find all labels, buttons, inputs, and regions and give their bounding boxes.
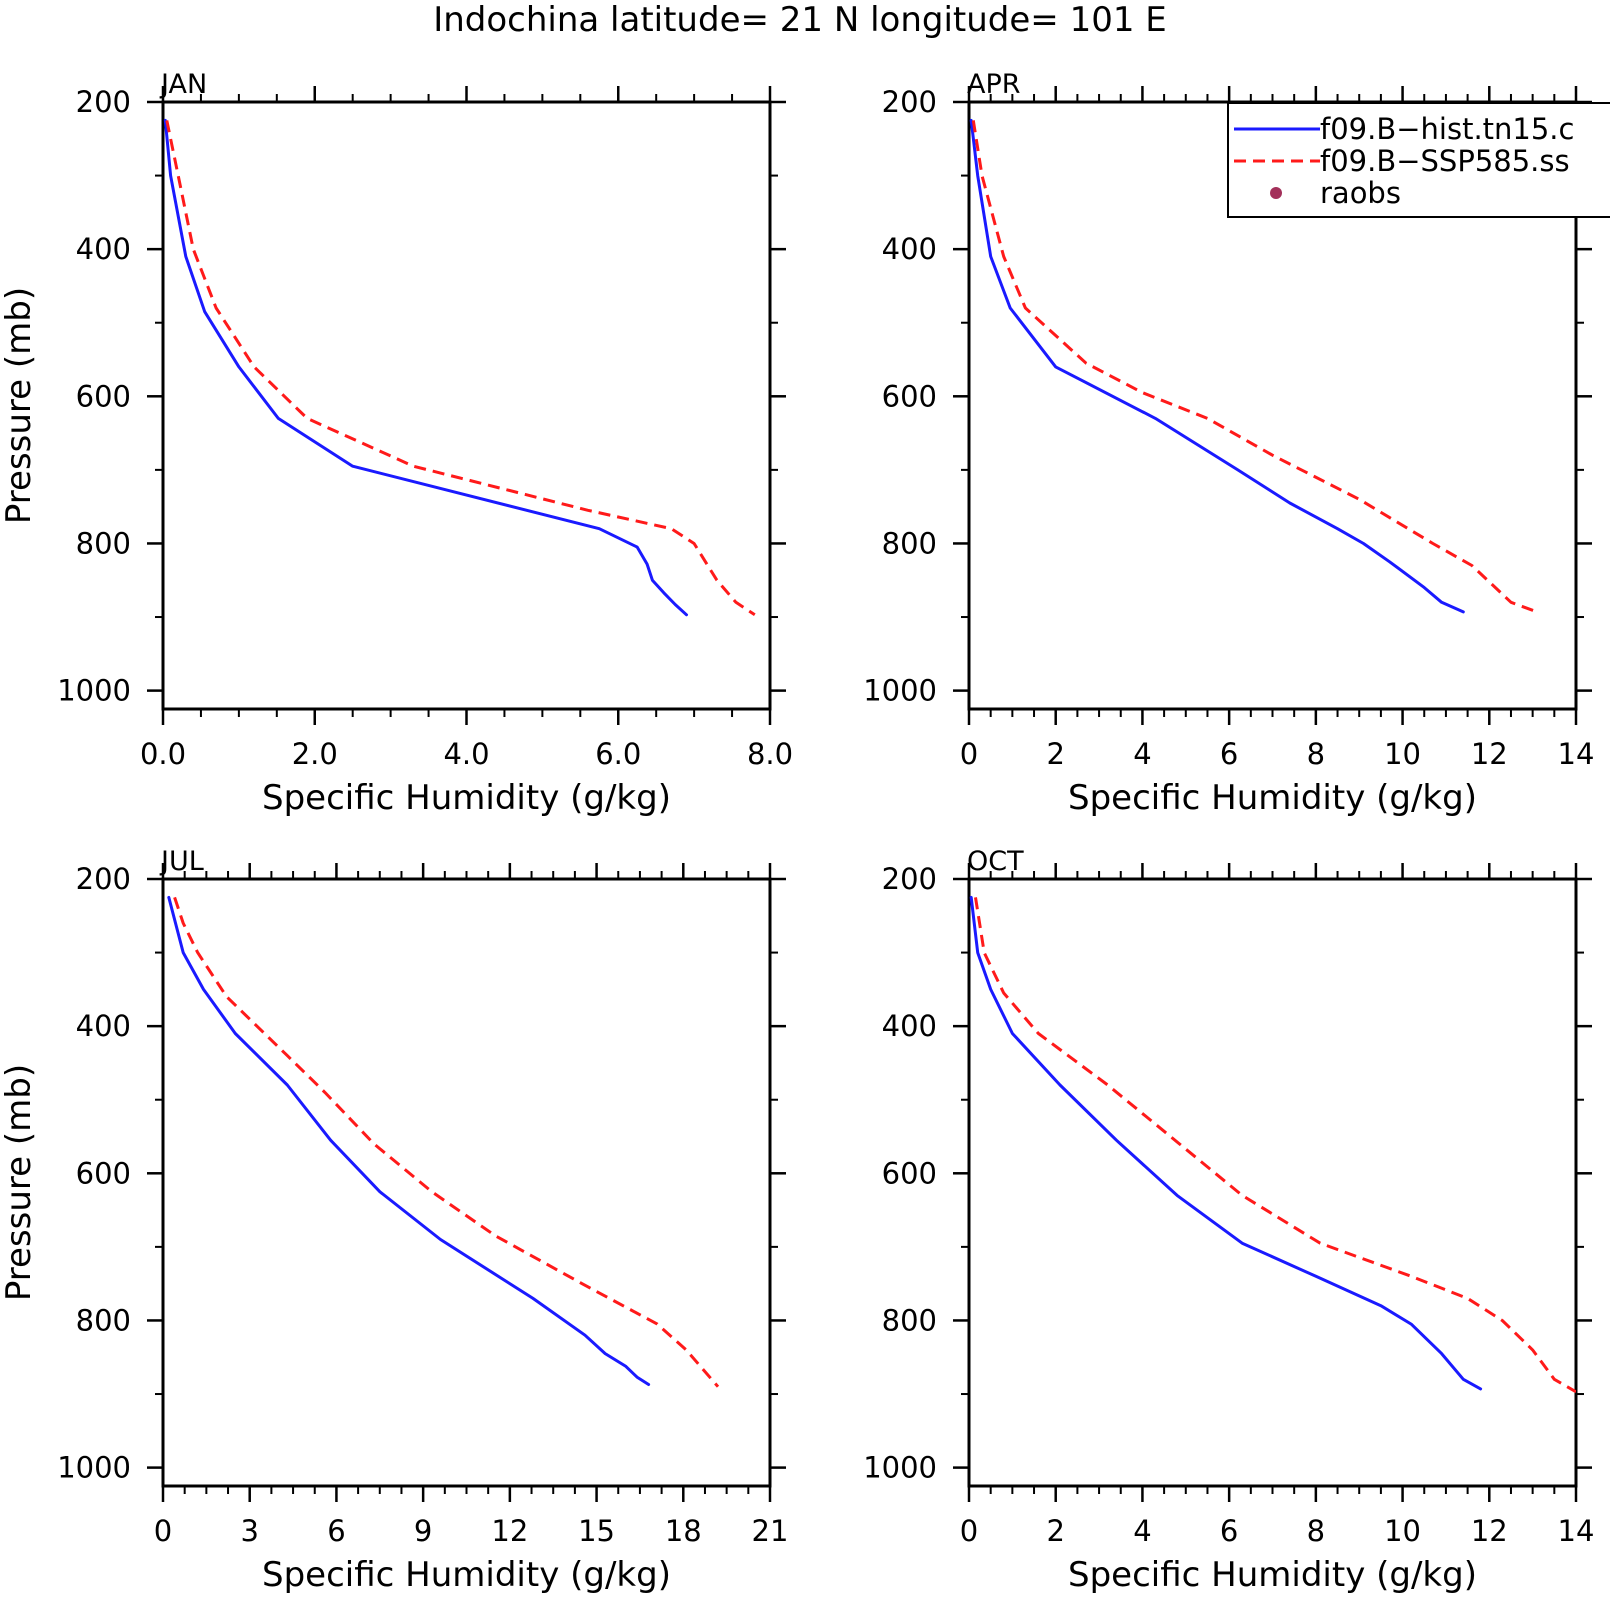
y-tick-label: 800 <box>882 1303 937 1337</box>
series-ssp585-line <box>974 897 1576 1394</box>
x-tick-label: 12 <box>1471 737 1508 771</box>
y-tick-label: 200 <box>882 85 937 119</box>
y-tick-label: 600 <box>76 1156 131 1190</box>
x-tick-label: 0 <box>960 1514 978 1548</box>
x-tick-label: 4 <box>1133 1514 1151 1548</box>
x-tick-label: 4.0 <box>443 737 489 771</box>
x-tick-label: 0 <box>154 1514 172 1548</box>
x-tick-label: 8.0 <box>747 737 793 771</box>
x-tick-label: 21 <box>752 1514 789 1548</box>
legend-label: f09.B−SSP585.ss <box>1320 144 1570 178</box>
y-tick-label: 400 <box>882 1009 937 1043</box>
x-tick-label: 8 <box>1307 737 1325 771</box>
legend-label: f09.B−hist.tn15.c <box>1320 112 1574 146</box>
panel-oct: OCT 0 2 4 6 8 10 12 14 200 400 600 800 1000 Specific H… <box>863 846 1594 1595</box>
x-tick-label: 12 <box>1471 1514 1508 1548</box>
y-tick-label: 200 <box>76 862 131 896</box>
x-tick-label: 10 <box>1384 1514 1421 1548</box>
panel-label: JUL <box>159 846 204 877</box>
x-tick-label: 0 <box>960 737 978 771</box>
series-group <box>969 895 1576 1394</box>
y-tick-label: 200 <box>882 862 937 896</box>
series-group <box>969 118 1538 614</box>
x-tick-label: 12 <box>491 1514 528 1548</box>
x-tick-label: 4 <box>1133 737 1151 771</box>
series-ssp585-line <box>165 120 756 617</box>
y-tick-label: 600 <box>76 379 131 413</box>
x-tick-label: 2 <box>1046 737 1064 771</box>
panel-label: JAN <box>159 69 207 100</box>
x-tick-label: 6 <box>1220 1514 1238 1548</box>
x-tick-label: 8 <box>1307 1514 1325 1548</box>
y-tick-label: 400 <box>76 1009 131 1043</box>
panel-jul: JUL 0 3 6 9 12 15 18 21 200 400 600 800 1000 Specific … <box>0 846 788 1595</box>
series-hist-line <box>167 895 651 1386</box>
x-tick-label: 15 <box>578 1514 615 1548</box>
y-tick-label: 800 <box>76 526 131 560</box>
x-tick-label: 6.0 <box>595 737 641 771</box>
y-tick-label: 400 <box>76 232 131 266</box>
x-tick-label: 3 <box>240 1514 258 1548</box>
x-axis-title: Specific Humidity (g/kg) <box>1068 1555 1477 1595</box>
y-tick-label: 800 <box>76 1303 131 1337</box>
y-tick-label: 1000 <box>57 674 131 708</box>
y-tick-label: 400 <box>882 232 937 266</box>
x-tick-label: 18 <box>665 1514 702 1548</box>
y-tick-label: 800 <box>882 526 937 560</box>
series-ssp585-line <box>173 896 720 1388</box>
figure-title: Indochina latitude= 21 N longitude= 101 … <box>433 0 1167 40</box>
plot-frame <box>161 100 772 711</box>
plot-frame <box>967 877 1578 1488</box>
x-tick-label: 0.0 <box>140 737 186 771</box>
y-axis-title: Pressure (mb) <box>0 287 39 524</box>
x-axis-title: Specific Humidity (g/kg) <box>262 1555 671 1595</box>
plot-frame <box>161 877 772 1488</box>
y-tick-label: 600 <box>882 379 937 413</box>
x-tick-label: 9 <box>414 1514 432 1548</box>
series-group <box>167 895 720 1388</box>
series-ssp585-line <box>971 120 1538 614</box>
x-tick-label: 14 <box>1558 1514 1595 1548</box>
x-tick-label: 2 <box>1046 1514 1064 1548</box>
series-hist-line <box>163 118 688 617</box>
x-tick-label: 10 <box>1384 737 1421 771</box>
y-tick-label: 1000 <box>863 674 937 708</box>
series-hist-line <box>969 118 1465 614</box>
series-group <box>163 118 756 617</box>
y-tick-label: 200 <box>76 85 131 119</box>
panel-label: OCT <box>967 846 1024 877</box>
x-axis-title: Specific Humidity (g/kg) <box>262 778 671 818</box>
series-hist-line <box>969 895 1483 1391</box>
legend-marker-raobs <box>1270 187 1282 199</box>
y-tick-label: 1000 <box>57 1451 131 1485</box>
y-axis-title: Pressure (mb) <box>0 1064 39 1301</box>
x-tick-label: 2.0 <box>292 737 338 771</box>
x-tick-label: 6 <box>1220 737 1238 771</box>
y-tick-label: 1000 <box>863 1451 937 1485</box>
x-tick-label: 14 <box>1558 737 1595 771</box>
legend-label: raobs <box>1320 176 1401 210</box>
x-tick-label: 6 <box>327 1514 345 1548</box>
panel-jan: JAN 0.0 2.0 4.0 6.0 8.0 200 400 600 800 1000 Specif… <box>0 69 793 818</box>
x-axis-title: Specific Humidity (g/kg) <box>1068 778 1477 818</box>
y-tick-label: 600 <box>882 1156 937 1190</box>
